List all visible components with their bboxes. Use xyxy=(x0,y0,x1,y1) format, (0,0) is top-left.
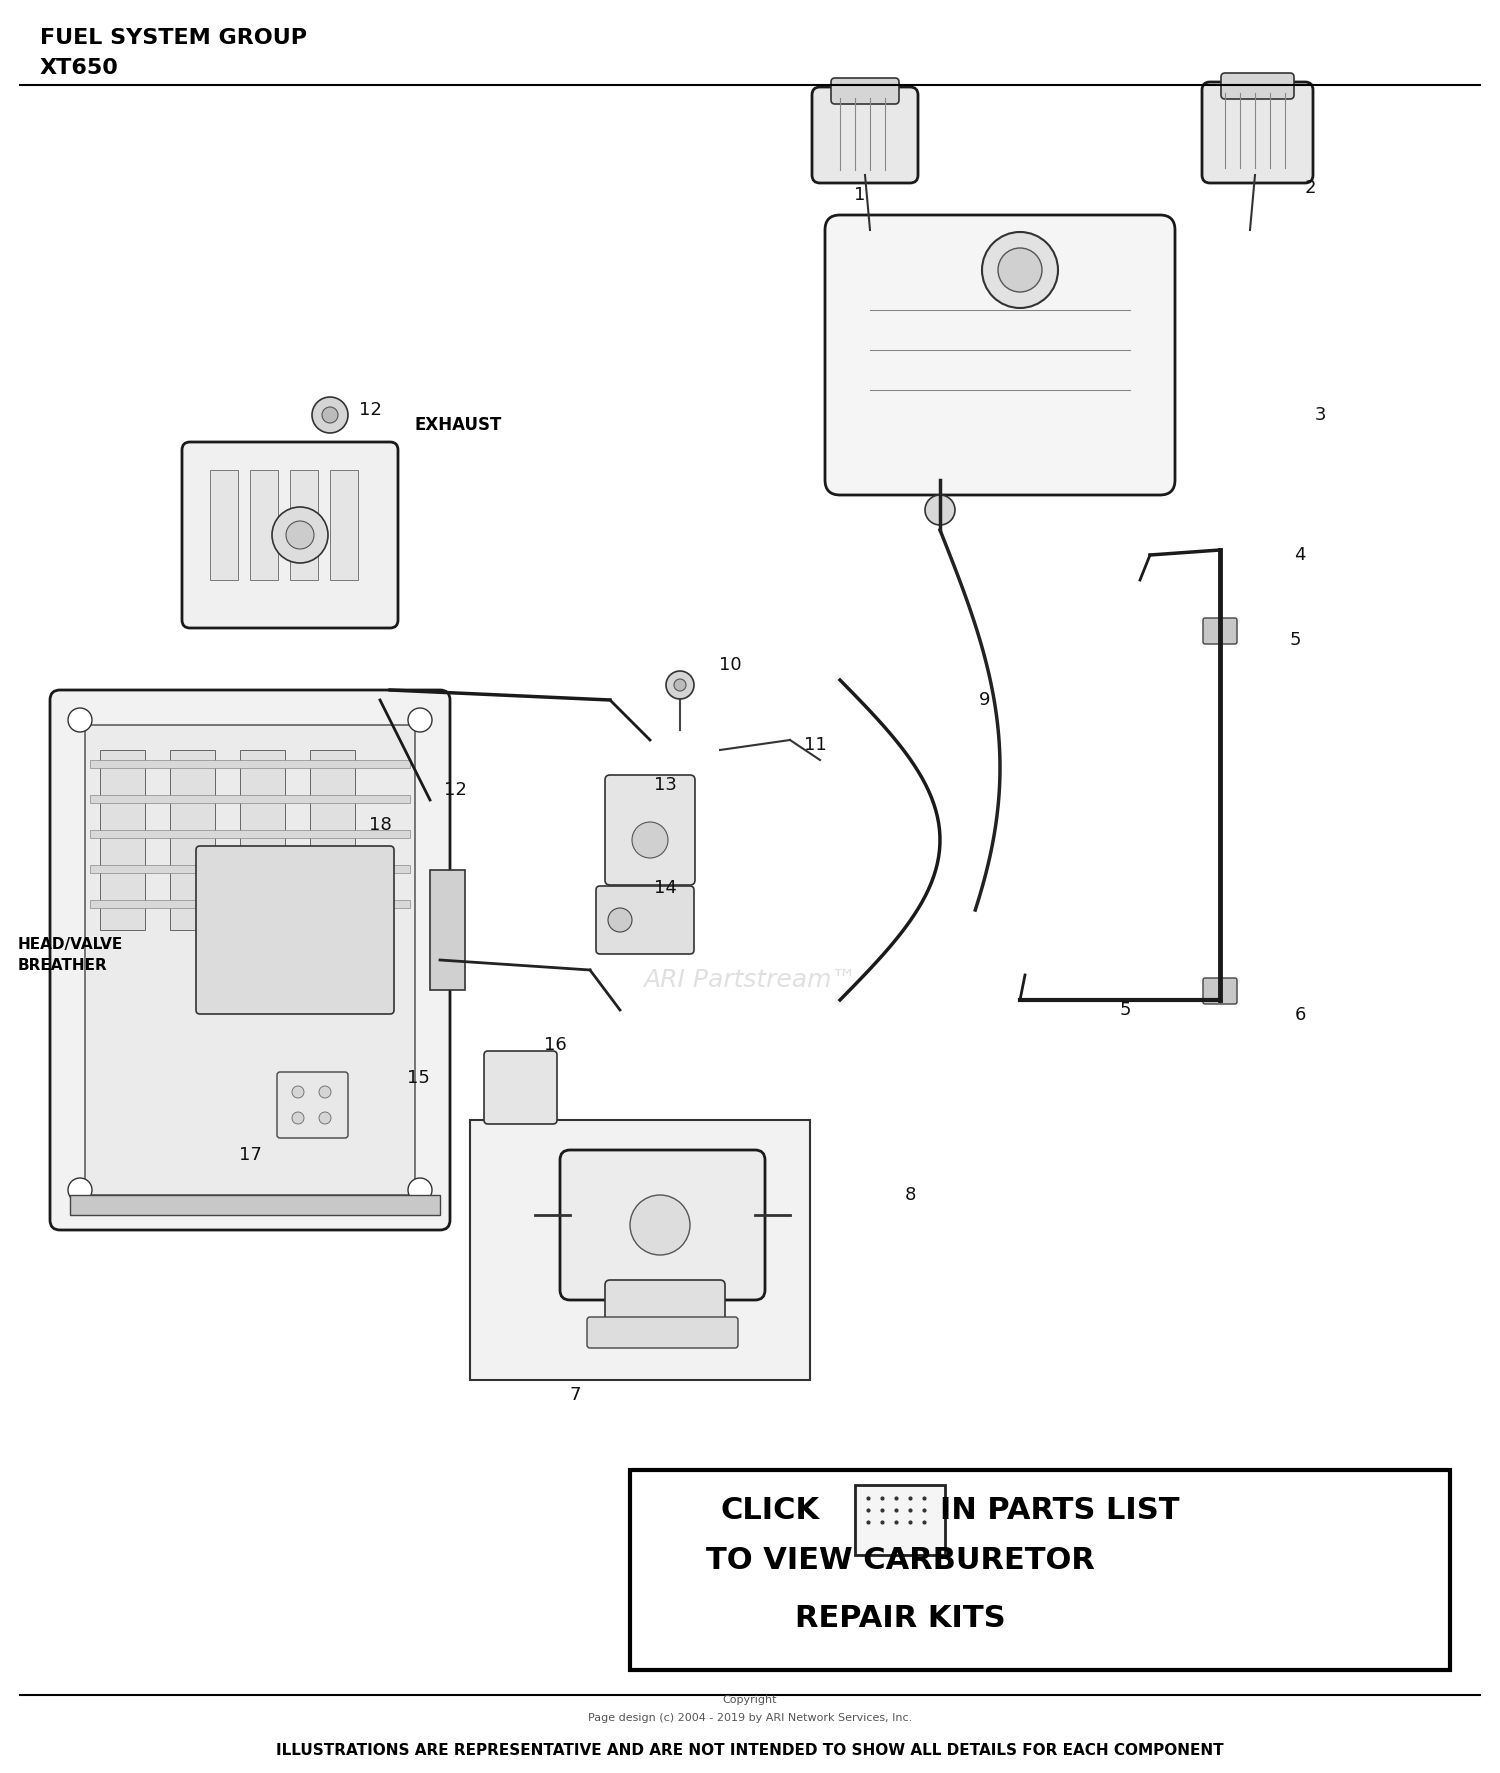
Text: 1: 1 xyxy=(855,186,865,204)
Text: 7: 7 xyxy=(570,1386,580,1404)
FancyBboxPatch shape xyxy=(1203,979,1237,1004)
Bar xyxy=(70,1195,440,1215)
Text: 5: 5 xyxy=(1119,1002,1131,1019)
FancyBboxPatch shape xyxy=(50,690,450,1230)
Text: XT650: XT650 xyxy=(40,59,118,78)
Text: 14: 14 xyxy=(654,879,676,897)
Text: 15: 15 xyxy=(406,1069,429,1087)
FancyBboxPatch shape xyxy=(196,846,394,1014)
Text: Copyright: Copyright xyxy=(723,1695,777,1706)
Text: HEAD/VALVE
BREATHER: HEAD/VALVE BREATHER xyxy=(18,936,123,973)
Circle shape xyxy=(615,1225,664,1275)
Text: CLICK: CLICK xyxy=(720,1495,819,1525)
Text: EXHAUST: EXHAUST xyxy=(416,417,503,434)
Text: 17: 17 xyxy=(238,1145,261,1165)
Bar xyxy=(290,470,318,580)
FancyBboxPatch shape xyxy=(630,1470,1450,1670)
FancyBboxPatch shape xyxy=(278,1073,348,1138)
Bar xyxy=(90,865,410,872)
Circle shape xyxy=(998,248,1042,293)
FancyBboxPatch shape xyxy=(1221,73,1294,99)
Text: 8: 8 xyxy=(904,1186,915,1204)
Circle shape xyxy=(286,521,314,550)
FancyBboxPatch shape xyxy=(560,1151,765,1300)
Text: 12: 12 xyxy=(444,780,466,800)
Text: 12: 12 xyxy=(358,401,381,418)
Bar xyxy=(210,470,238,580)
Text: 13: 13 xyxy=(654,777,676,794)
Bar xyxy=(310,750,356,931)
Circle shape xyxy=(408,1177,432,1202)
FancyBboxPatch shape xyxy=(596,886,694,954)
FancyBboxPatch shape xyxy=(86,725,416,1195)
Circle shape xyxy=(68,707,92,732)
Bar xyxy=(100,750,146,931)
Text: IN PARTS LIST: IN PARTS LIST xyxy=(940,1495,1179,1525)
Bar xyxy=(251,470,278,580)
FancyBboxPatch shape xyxy=(812,87,918,183)
Circle shape xyxy=(632,823,668,858)
FancyBboxPatch shape xyxy=(1203,619,1237,644)
FancyBboxPatch shape xyxy=(825,215,1174,495)
Text: 5: 5 xyxy=(1288,631,1300,649)
Text: 6: 6 xyxy=(1294,1005,1305,1025)
Text: 4: 4 xyxy=(1294,546,1305,564)
Circle shape xyxy=(630,1195,690,1255)
Text: 16: 16 xyxy=(543,1035,567,1053)
Circle shape xyxy=(292,1087,304,1097)
Circle shape xyxy=(926,495,956,525)
Circle shape xyxy=(68,1177,92,1202)
Circle shape xyxy=(666,670,694,699)
Text: 3: 3 xyxy=(1314,406,1326,424)
FancyBboxPatch shape xyxy=(604,1280,724,1330)
Text: REPAIR KITS: REPAIR KITS xyxy=(795,1603,1005,1633)
Text: TO VIEW CARBURETOR: TO VIEW CARBURETOR xyxy=(705,1546,1095,1574)
Text: 2: 2 xyxy=(1304,179,1316,197)
Polygon shape xyxy=(470,1121,810,1379)
Bar xyxy=(240,750,285,931)
Circle shape xyxy=(312,397,348,433)
Bar xyxy=(330,470,358,580)
Text: 11: 11 xyxy=(804,736,826,754)
FancyBboxPatch shape xyxy=(604,775,694,885)
Text: Page design (c) 2004 - 2019 by ARI Network Services, Inc.: Page design (c) 2004 - 2019 by ARI Netwo… xyxy=(588,1713,912,1723)
Circle shape xyxy=(982,232,1058,309)
Text: 18: 18 xyxy=(369,816,392,833)
Bar xyxy=(170,750,214,931)
Text: ILLUSTRATIONS ARE REPRESENTATIVE AND ARE NOT INTENDED TO SHOW ALL DETAILS FOR EA: ILLUSTRATIONS ARE REPRESENTATIVE AND ARE… xyxy=(276,1743,1224,1757)
Text: ARI Partstream™: ARI Partstream™ xyxy=(644,968,856,993)
Bar xyxy=(90,794,410,803)
FancyBboxPatch shape xyxy=(855,1486,945,1555)
FancyBboxPatch shape xyxy=(586,1317,738,1347)
Circle shape xyxy=(674,679,686,691)
FancyBboxPatch shape xyxy=(1202,82,1312,183)
Circle shape xyxy=(320,1087,332,1097)
Bar xyxy=(90,761,410,768)
Bar xyxy=(90,830,410,839)
Circle shape xyxy=(320,1112,332,1124)
Circle shape xyxy=(272,507,328,564)
FancyBboxPatch shape xyxy=(831,78,898,105)
Circle shape xyxy=(292,1112,304,1124)
Circle shape xyxy=(322,408,338,424)
Text: 9: 9 xyxy=(980,691,990,709)
FancyBboxPatch shape xyxy=(484,1051,556,1124)
Text: 10: 10 xyxy=(718,656,741,674)
Circle shape xyxy=(408,707,432,732)
Circle shape xyxy=(596,1206,686,1294)
Circle shape xyxy=(608,908,631,933)
Text: FUEL SYSTEM GROUP: FUEL SYSTEM GROUP xyxy=(40,28,308,48)
Bar xyxy=(90,901,410,908)
Bar xyxy=(430,871,465,989)
FancyBboxPatch shape xyxy=(182,441,398,628)
